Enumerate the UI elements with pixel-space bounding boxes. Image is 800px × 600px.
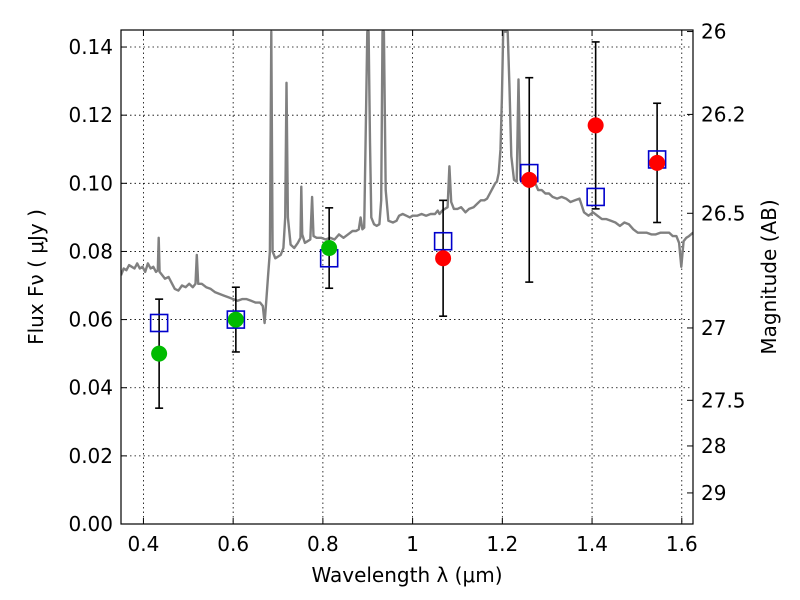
y-axis-title: Flux Fν ( μJy ) <box>24 209 48 345</box>
y-tick-label: 0.14 <box>68 35 113 59</box>
y-tick-label: 0.10 <box>68 171 113 195</box>
right-tick-label: 28 <box>701 434 726 458</box>
x-tick-label: 0.8 <box>307 532 339 556</box>
x-tick-label: 1 <box>406 532 419 556</box>
y-tick-label: 0.06 <box>68 308 113 332</box>
observed-flux-point <box>435 250 452 267</box>
y-tick-label: 0.00 <box>68 512 113 536</box>
observed-flux-point <box>151 345 168 362</box>
tick-layer <box>121 30 693 525</box>
plot-frame <box>120 29 694 525</box>
observed-flux-point <box>587 117 604 134</box>
right-tick-label: 27.5 <box>701 388 746 412</box>
model-square-marker <box>433 231 453 251</box>
observed-flux-point <box>649 154 666 171</box>
template-spectrum-line <box>121 30 693 325</box>
y-tick-label: 0.04 <box>68 376 113 400</box>
right-tick-label: 26.5 <box>701 201 746 225</box>
right-tick-label: 26.2 <box>701 102 746 126</box>
model-square-marker <box>226 310 246 329</box>
y-tick-label: 0.08 <box>68 239 113 263</box>
marker-layer <box>149 41 667 409</box>
spectrum-layer <box>121 30 693 325</box>
x-tick-labels: 0.4 0.6 0.8 1 1.2 1.4 1.6 <box>128 532 698 556</box>
x-tick-label: 1.4 <box>576 532 608 556</box>
right-axis-title: Magnitude (AB) <box>757 199 781 354</box>
x-tick-label: 1.2 <box>486 532 518 556</box>
right-tick-label: 26 <box>701 20 726 44</box>
observed-flux-point <box>321 240 338 257</box>
y-tick-label: 0.12 <box>68 103 113 127</box>
y-tick-label: 0.02 <box>68 444 113 468</box>
x-tick-label: 1.6 <box>666 532 698 556</box>
grid <box>121 30 693 524</box>
right-tick-labels: 26 26.2 26.5 27 27.5 28 29 <box>701 20 746 505</box>
right-tick-label: 27 <box>701 316 726 340</box>
y-tick-labels: 0.00 0.02 0.04 0.06 0.08 0.10 0.12 0.14 <box>68 35 113 536</box>
observed-flux-point <box>521 171 538 188</box>
right-tick-label: 29 <box>701 481 726 505</box>
observed-flux-point <box>227 311 244 328</box>
model-square-marker <box>586 187 605 207</box>
x-axis-title: Wavelength λ (μm) <box>311 563 502 587</box>
x-tick-label: 0.6 <box>217 532 249 556</box>
x-tick-label: 0.4 <box>128 532 160 556</box>
model-square-marker <box>149 313 169 333</box>
